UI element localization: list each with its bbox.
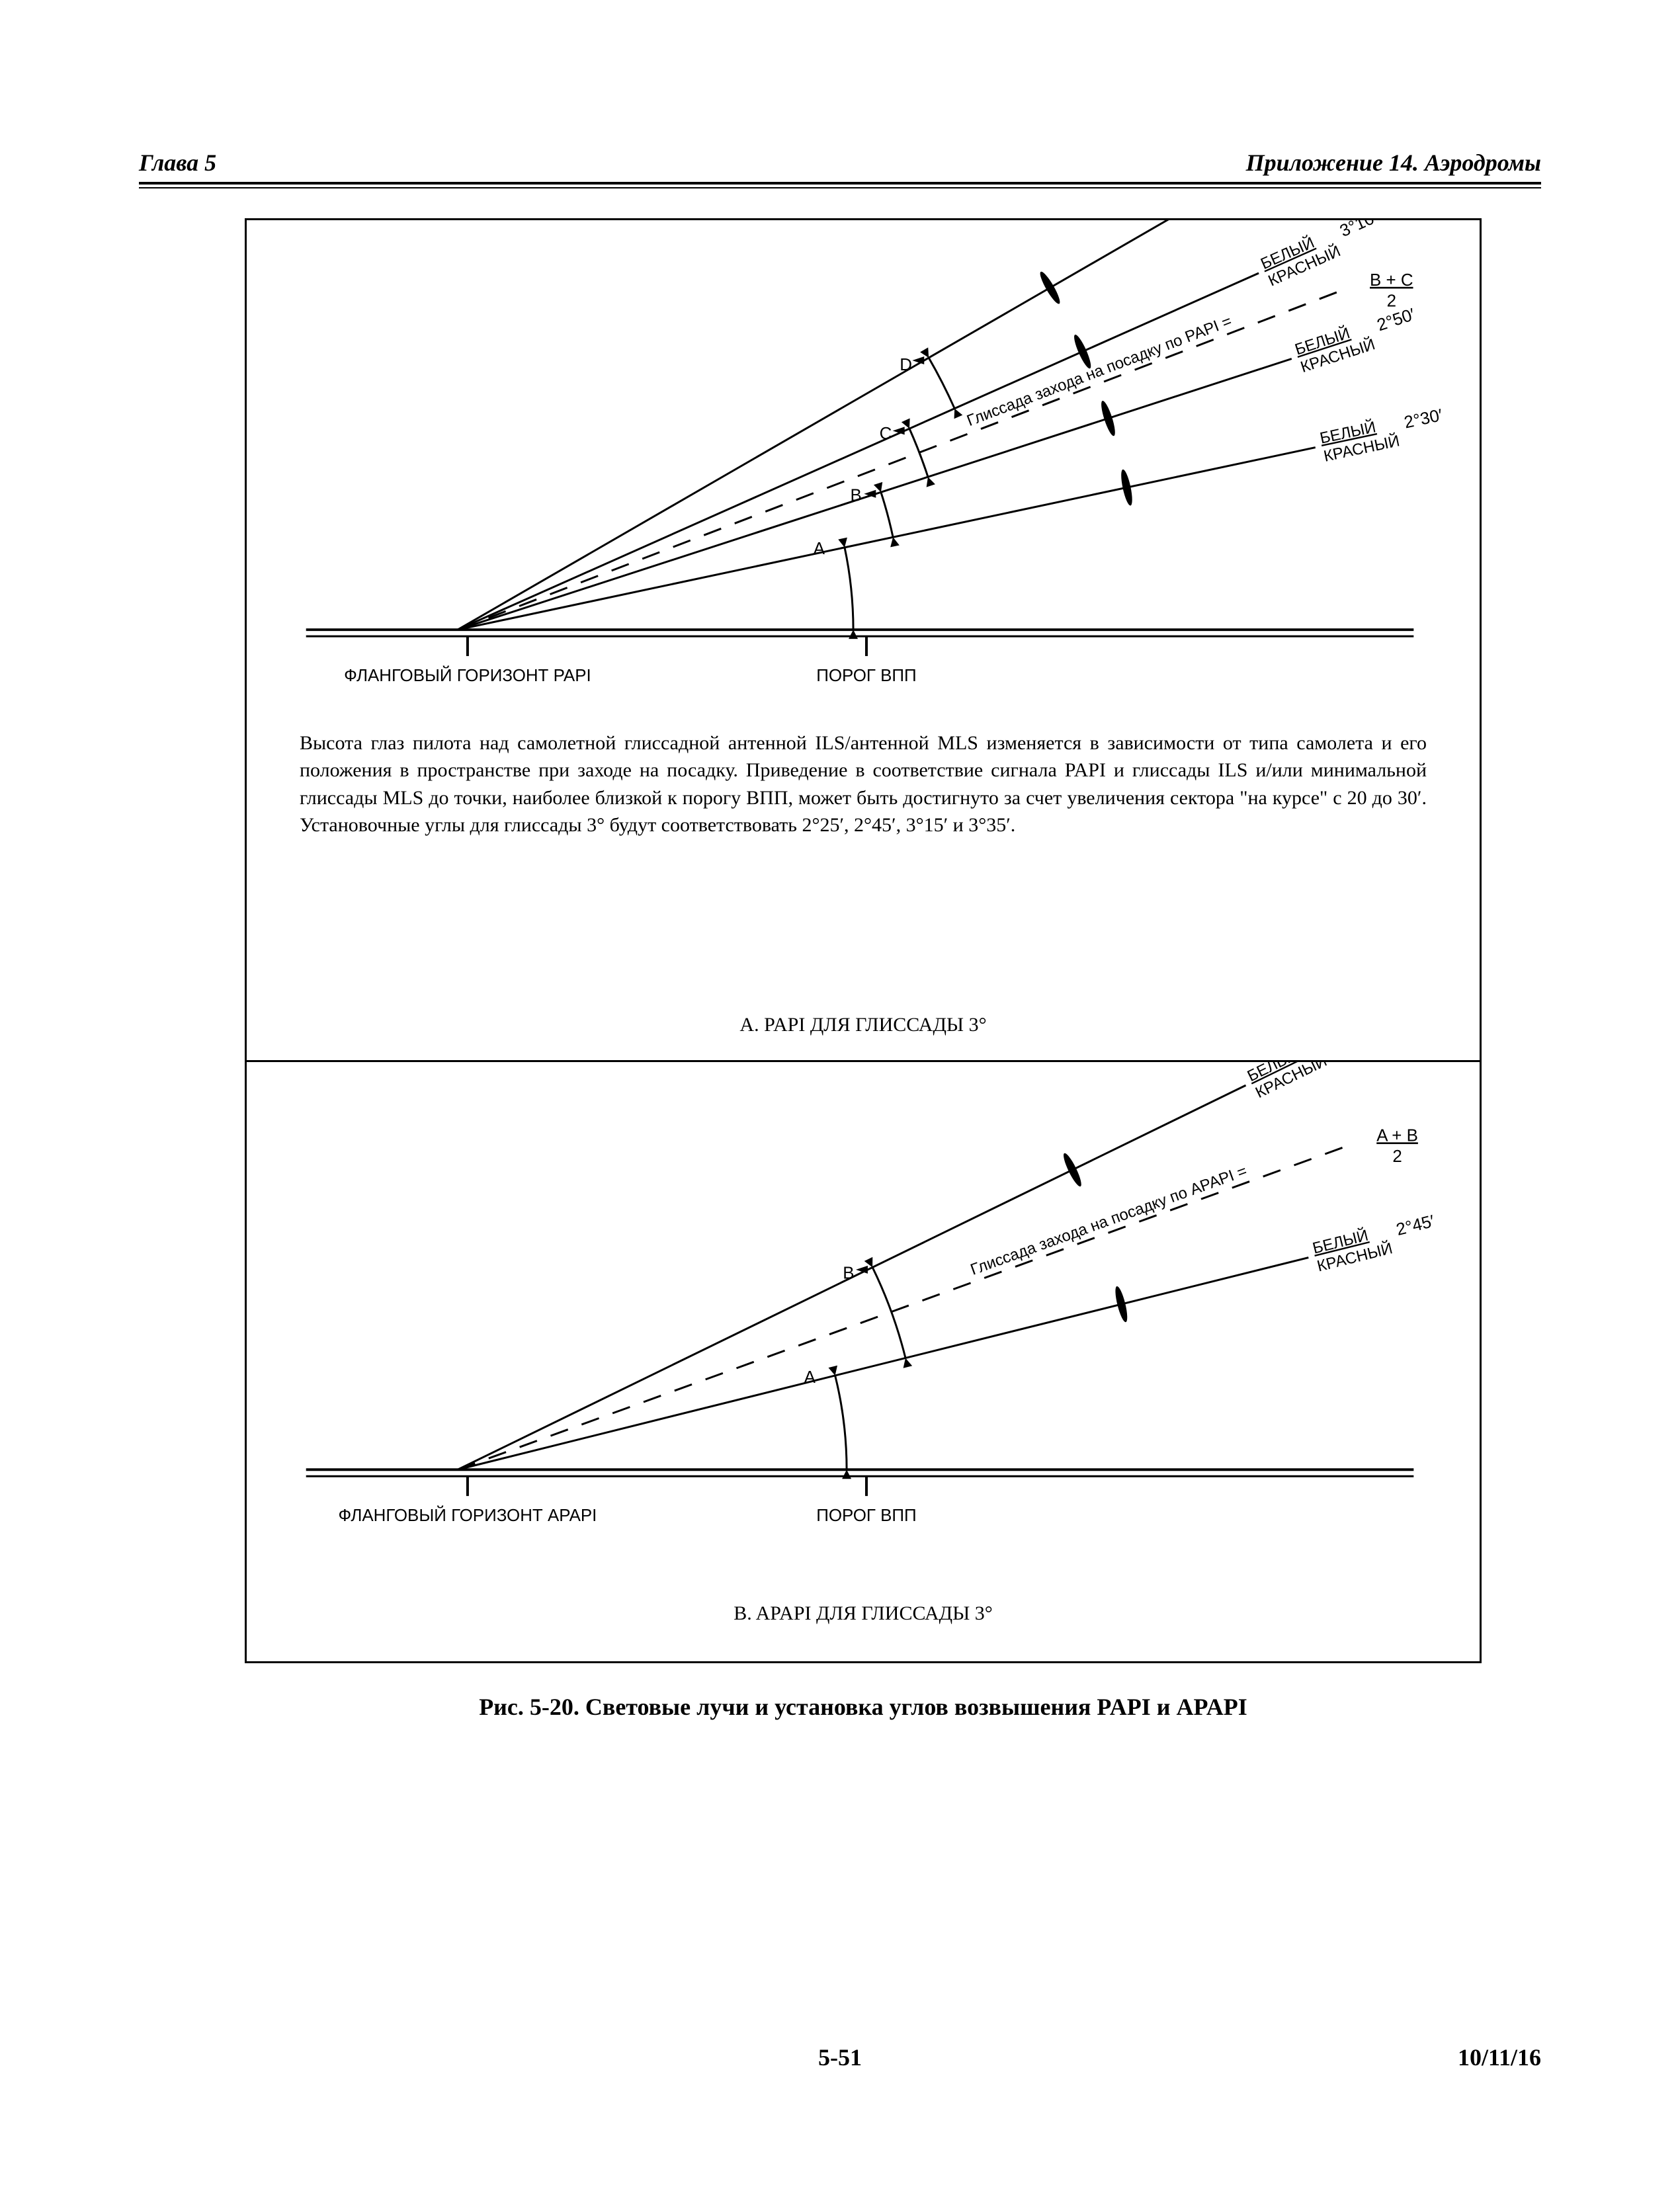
page-date: 10/11/16 (1458, 2043, 1541, 2071)
svg-text:2: 2 (1387, 292, 1396, 311)
svg-text:2°30′: 2°30′ (1402, 406, 1444, 433)
svg-text:Глиссада захода на посадку по: Глиссада захода на посадку по PAPI = (964, 312, 1234, 430)
page-number: 5-51 (0, 2043, 1680, 2071)
svg-text:B: B (850, 486, 861, 505)
panel-a-note: Высота глаз пилота над самолетной глисса… (300, 729, 1427, 839)
svg-text:A: A (814, 540, 825, 558)
svg-text:3°10′: 3°10′ (1337, 220, 1380, 241)
svg-text:2°45′: 2°45′ (1394, 1212, 1437, 1239)
panel-a-diagram: ФЛАНГОВЫЙ ГОРИЗОНТ PAPI ПОРОГ ВПП Глиссада… (247, 220, 1480, 703)
page: Глава 5 Приложение 14. Аэродромы ФЛАНГОВ… (0, 0, 1680, 2187)
svg-text:B: B (843, 1264, 854, 1282)
svg-text:D: D (900, 356, 912, 374)
panel-a-title: A. PAPI ДЛЯ ГЛИССАДЫ 3° (247, 1014, 1480, 1036)
svg-text:A + B: A + B (1376, 1126, 1418, 1145)
svg-text:ФЛАНГОВЫЙ ГОРИЗОНТ PAPI: ФЛАНГОВЫЙ ГОРИЗОНТ PAPI (344, 665, 591, 685)
svg-text:ПОРОГ ВПП: ПОРОГ ВПП (816, 1506, 916, 1525)
header-rule (139, 182, 1541, 188)
figure-frame: ФЛАНГОВЫЙ ГОРИЗОНТ PAPI ПОРОГ ВПП Глиссада… (245, 218, 1482, 1663)
panel-b-diagram: ФЛАНГОВЫЙ ГОРИЗОНТ APAPI ПОРОГ ВПП Глиссад… (247, 1060, 1480, 1576)
svg-text:Глиссада захода на посадку по: Глиссада захода на посадку по APAPI = (968, 1162, 1249, 1279)
svg-text:ФЛАНГОВЫЙ ГОРИЗОНТ APAPI: ФЛАНГОВЫЙ ГОРИЗОНТ APAPI (339, 1505, 597, 1525)
svg-text:2°50′: 2°50′ (1375, 306, 1417, 335)
svg-text:ПОРОГ ВПП: ПОРОГ ВПП (816, 667, 916, 685)
panel-b-title: B. APAPI ДЛЯ ГЛИССАДЫ 3° (247, 1602, 1480, 1625)
svg-text:2: 2 (1392, 1147, 1402, 1166)
header-left: Глава 5 (139, 149, 216, 177)
svg-text:B + C: B + C (1370, 271, 1413, 290)
page-header: Глава 5 Приложение 14. Аэродромы (139, 149, 1541, 177)
svg-text:A: A (804, 1368, 816, 1387)
header-right: Приложение 14. Аэродромы (1246, 149, 1541, 177)
svg-text:C: C (880, 425, 892, 443)
figure-caption: Рис. 5-20. Световые лучи и установка угл… (245, 1693, 1482, 1721)
